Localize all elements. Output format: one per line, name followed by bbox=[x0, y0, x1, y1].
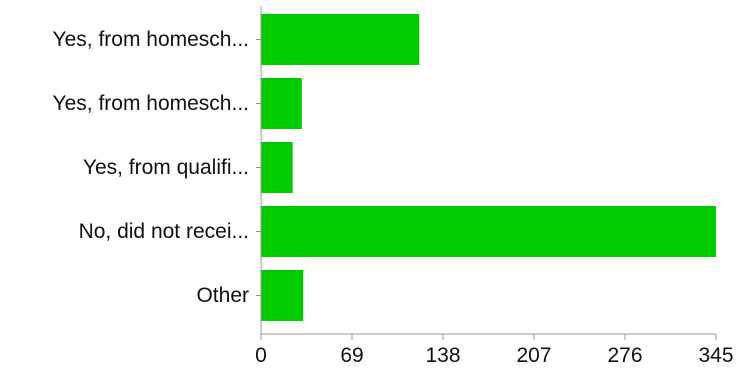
category-label-1: Yes, from homesch... bbox=[53, 92, 249, 115]
bar-4 bbox=[261, 270, 304, 321]
x-tick-label-0: 0 bbox=[255, 344, 267, 367]
x-tick-labels: 0 69 138 207 276 345 bbox=[255, 344, 733, 367]
x-tick-label-5: 345 bbox=[698, 344, 733, 367]
axes-group bbox=[256, 6, 717, 340]
bar-3 bbox=[261, 206, 716, 257]
bars-group bbox=[261, 14, 716, 321]
category-label-3: No, did not recei... bbox=[79, 220, 249, 243]
category-label-4: Other bbox=[196, 284, 249, 307]
x-tick-label-2: 138 bbox=[425, 344, 460, 367]
x-tick-label-3: 207 bbox=[516, 344, 551, 367]
x-tick-label-4: 276 bbox=[607, 344, 642, 367]
category-label-0: Yes, from homesch... bbox=[53, 28, 249, 51]
category-label-2: Yes, from qualifi... bbox=[83, 156, 249, 179]
bar-1 bbox=[261, 78, 302, 129]
bar-2 bbox=[261, 142, 293, 193]
x-tick-label-1: 69 bbox=[340, 344, 363, 367]
category-labels: Yes, from homesch... Yes, from homesch...… bbox=[53, 28, 249, 307]
bar-0 bbox=[261, 14, 420, 65]
